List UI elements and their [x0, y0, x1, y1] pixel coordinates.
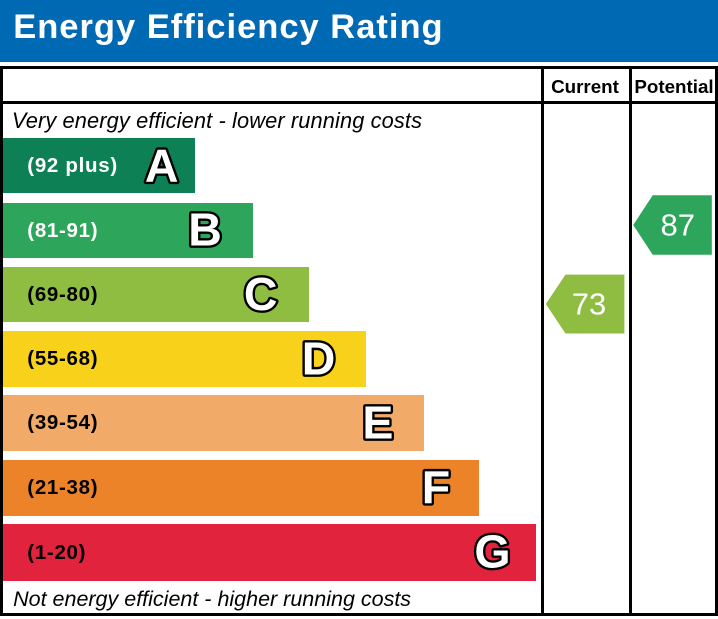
svg-text:C: C — [244, 268, 278, 320]
svg-text:F: F — [422, 461, 450, 513]
svg-text:A: A — [145, 139, 179, 191]
svg-text:G: G — [474, 526, 510, 578]
svg-text:E: E — [362, 397, 393, 449]
svg-text:B: B — [188, 204, 222, 256]
svg-text:D: D — [302, 332, 336, 384]
svg-text:87: 87 — [661, 208, 695, 243]
svg-text:73: 73 — [572, 287, 606, 322]
